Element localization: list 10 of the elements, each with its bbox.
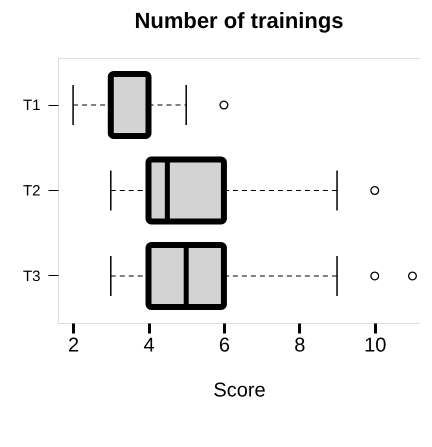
x-axis-title: Score — [213, 380, 266, 402]
x-tick-label: 2 — [68, 334, 80, 356]
x-tick-label: 10 — [364, 334, 386, 356]
x-tick-label: 4 — [143, 334, 155, 356]
y-tick-label: T3 — [22, 268, 40, 285]
y-tick-label: T1 — [22, 97, 40, 114]
x-tick-label: 8 — [294, 334, 306, 356]
chart-title: Number of trainings — [134, 8, 344, 33]
x-tick-label: 6 — [218, 334, 230, 356]
y-tick-label: T2 — [22, 182, 40, 200]
